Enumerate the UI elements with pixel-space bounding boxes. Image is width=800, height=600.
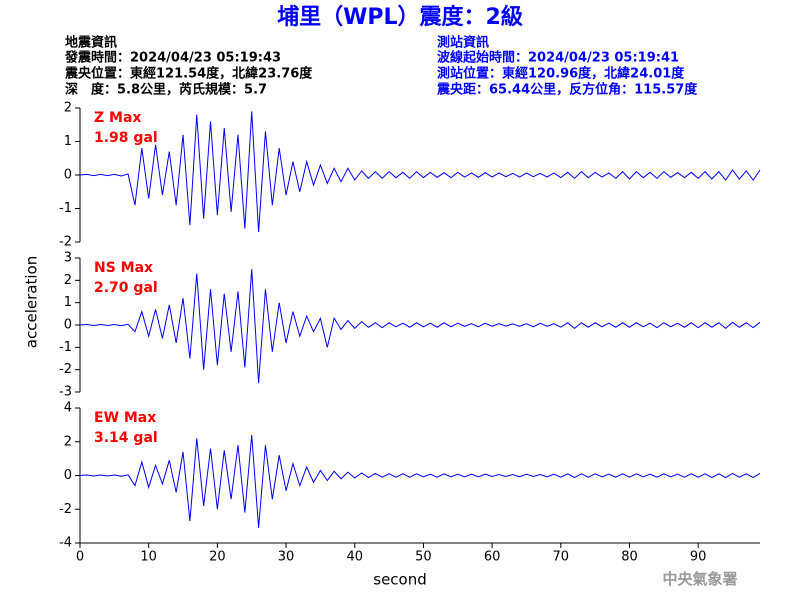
y-tick-label: 2 bbox=[64, 101, 72, 116]
y-tick-label: -1 bbox=[59, 340, 72, 355]
annotation: EW Max bbox=[94, 410, 156, 426]
x-tick-label: 70 bbox=[553, 550, 570, 565]
y-tick-label: 2 bbox=[64, 273, 72, 288]
quake-info: 地震資訊 發震時間：2024/04/23 05:19:43 震央位置：東經121… bbox=[64, 35, 313, 98]
annotation: 2.70 gal bbox=[94, 280, 158, 296]
y-tick-label: 3 bbox=[64, 251, 72, 266]
x-tick-label: 10 bbox=[140, 550, 157, 565]
y-tick-label: 0 bbox=[64, 168, 72, 183]
y-tick-label: 0 bbox=[64, 468, 72, 483]
info-line: 測站資訊 bbox=[437, 35, 489, 51]
x-tick-label: 60 bbox=[484, 550, 501, 565]
waveform bbox=[79, 111, 761, 232]
info-line: 地震資訊 bbox=[65, 35, 117, 51]
station-info: 測站資訊 波線起始時間：2024/04/23 05:19:41 測站位置：東經1… bbox=[436, 35, 698, 98]
y-tick-label: 1 bbox=[64, 134, 72, 149]
y-tick-label: -2 bbox=[59, 362, 72, 377]
y-tick-label: 4 bbox=[64, 401, 72, 416]
waveform bbox=[79, 434, 761, 528]
y-tick-label: 1 bbox=[64, 295, 72, 310]
y-tick-label: 2 bbox=[64, 434, 72, 449]
annotation: 3.14 gal bbox=[94, 430, 158, 446]
annotation: 1.98 gal bbox=[94, 130, 158, 146]
y-tick-label: -3 bbox=[59, 385, 72, 400]
title: 埔里（WPL）震度：2級 bbox=[277, 4, 523, 30]
y-tick-label: -2 bbox=[59, 502, 72, 517]
y-tick-label: -4 bbox=[59, 536, 72, 551]
x-tick-label: 50 bbox=[415, 550, 432, 565]
waveform bbox=[79, 269, 761, 384]
y-axis-label: acceleration bbox=[23, 256, 41, 348]
y-tick-label: 0 bbox=[64, 318, 72, 333]
x-tick-label: 20 bbox=[209, 550, 226, 565]
x-tick-label: 80 bbox=[621, 550, 638, 565]
info-line: 測站位置：東經120.96度，北緯24.01度 bbox=[437, 66, 685, 82]
info-line: 發震時間：2024/04/23 05:19:43 bbox=[64, 50, 281, 66]
x-tick-label: 90 bbox=[690, 550, 707, 565]
y-tick-label: -2 bbox=[59, 235, 72, 250]
footer: 中央氣象署 bbox=[662, 570, 737, 588]
x-tick-label: 0 bbox=[76, 550, 84, 565]
y-tick-label: -1 bbox=[59, 201, 72, 216]
annotation: Z Max bbox=[94, 110, 141, 126]
info-line: 震央位置：東經121.54度，北緯23.76度 bbox=[64, 66, 313, 82]
x-tick-label: 40 bbox=[346, 550, 363, 565]
annotation: NS Max bbox=[94, 260, 153, 276]
x-tick-label: 30 bbox=[278, 550, 295, 565]
info-line: 波線起始時間：2024/04/23 05:19:41 bbox=[437, 50, 679, 66]
info-line: 深 度：5.8公里，芮氏規模：5.7 bbox=[65, 82, 267, 98]
info-line: 震央距：65.44公里，反方位角：115.57度 bbox=[436, 82, 698, 98]
x-axis-label: second bbox=[373, 571, 427, 589]
